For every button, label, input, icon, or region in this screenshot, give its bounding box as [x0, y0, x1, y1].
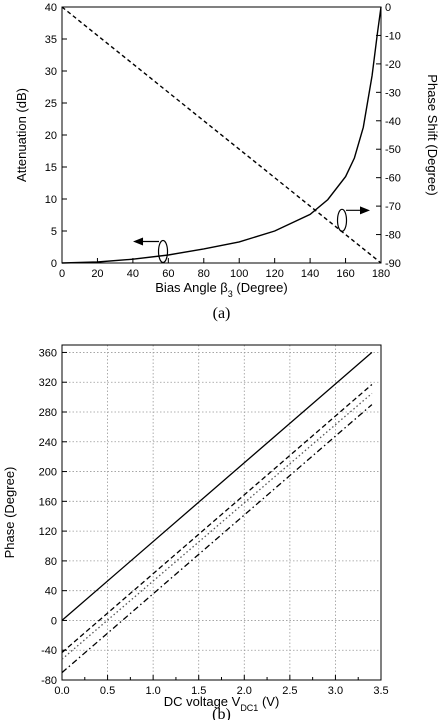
chart-b-y-tick-label: 200	[39, 467, 57, 479]
chart-b: 0.0 0.5 1.0 1.5 2.0 2.5 3.0 3.5 -80 -40 0 40 80 120 1…	[2, 344, 389, 720]
phase-line-dashed	[61, 384, 373, 653]
chart-a-y-tick-label: 15	[45, 162, 57, 174]
chart-b-y-tick-label: 40	[45, 586, 57, 598]
chart-a-x-tick-label: 180	[372, 268, 390, 280]
chart-a-y-tick-label: 20	[45, 130, 57, 142]
chart-a-caption: (a)	[213, 305, 231, 322]
chart-a-y-tick-label: 25	[45, 98, 57, 110]
chart-a-x-tick-label: 60	[162, 268, 174, 280]
chart-b-y-tick-label: -80	[41, 675, 57, 687]
chart-b-y-tick-label: 280	[39, 407, 57, 419]
chart-a-y-tick-label: 40	[45, 2, 57, 14]
attenuation-marker-ellipse	[157, 239, 169, 264]
chart-a-x-tick-label: 100	[230, 268, 248, 280]
chart-b-x-axis-label: DC voltage VDC1 (V)	[164, 694, 280, 713]
chart-a-y-axis-label: Attenuation (dB)	[14, 88, 29, 182]
chart-b-y-tick-label: 80	[45, 556, 57, 568]
chart-a-y2-tick-label: -10	[385, 30, 401, 42]
chart-a-x-tick-label: 40	[127, 268, 139, 280]
phase-line-dotted	[61, 392, 373, 660]
chart-b-y-tick-label: 160	[39, 496, 57, 508]
chart-b-grid	[61, 345, 382, 681]
chart-a-y-tick-label: 0	[51, 258, 57, 270]
phase-marker-ellipse	[336, 208, 348, 232]
chart-b-y-tick-label: -40	[41, 645, 57, 657]
chart-a-y-ticks: 0 5 10 15 20 25 30 35 40	[45, 2, 67, 270]
chart-a-y2-ticks: 0 -10 -20 -30 -40 -50 -60 -70 -80 -90	[376, 2, 401, 270]
chart-a-y2-tick-label: -90	[385, 258, 401, 270]
chart-a-x-tick-label: 20	[91, 268, 103, 280]
chart-a-y2-tick-label: -20	[385, 59, 401, 71]
chart-a-annotations	[133, 206, 371, 264]
chart-b-x-tick-label: 0.0	[54, 685, 69, 697]
phase-line-solid	[61, 351, 373, 621]
chart-a-y2-tick-label: -30	[385, 87, 401, 99]
chart-b-x-tick-label: 2.5	[282, 685, 297, 697]
chart-a-y2-tick-label: -60	[385, 173, 401, 185]
chart-a-y2-axis-label: Phase Shift (Degree)	[425, 74, 440, 195]
chart-b-series	[61, 351, 373, 674]
chart-a-y2-tick-label: -80	[385, 230, 401, 242]
phase-shift-line	[61, 6, 382, 264]
chart-b-x-tick-label: 1.5	[191, 685, 206, 697]
chart-a-x-tick-label: 120	[265, 268, 283, 280]
chart-a-x-tick-label: 0	[59, 268, 65, 280]
chart-b-caption: (b)	[212, 706, 231, 720]
phase-arrowhead-icon	[360, 206, 371, 215]
chart-a-x-ticks: 0 20 40 60 80 100 120 140 160 180	[59, 258, 390, 280]
chart-b-plot-frame	[61, 344, 382, 681]
chart-a-y-tick-label: 35	[45, 34, 57, 46]
chart-a-y2-tick-label: -70	[385, 201, 401, 213]
chart-a-x-tick-label: 80	[198, 268, 210, 280]
chart-a-y2-tick-label: -40	[385, 116, 401, 128]
chart-b-x-tick-label: 3.0	[328, 685, 343, 697]
chart-b-y-tick-label: 120	[39, 526, 57, 538]
chart-a-y-tick-label: 10	[45, 194, 57, 206]
phase-line-dashdot	[61, 404, 373, 674]
chart-b-y-tick-label: 320	[39, 377, 57, 389]
chart-b-y-axis-label: Phase (Degree)	[2, 467, 17, 559]
chart-a-x-axis-label: Bias Angle β3 (Degree)	[155, 280, 287, 299]
chart-b-y-tick-label: 240	[39, 437, 57, 449]
chart-a-series	[61, 6, 382, 264]
chart-a-y2-tick-label: 0	[385, 2, 391, 14]
chart-a-y-tick-label: 5	[51, 226, 57, 238]
attenuation-curve	[61, 6, 382, 264]
chart-b-x-tick-label: 3.5	[373, 685, 388, 697]
chart-a-y2-tick-label: -50	[385, 144, 401, 156]
chart-a: 0 20 40 60 80 100 120 140 160 180 0 5 10 15 20 25 30 35 4…	[14, 2, 440, 322]
chart-b-x-tick-label: 2.0	[237, 685, 252, 697]
chart-a-x-tick-label: 160	[336, 268, 354, 280]
chart-a-y-tick-label: 30	[45, 66, 57, 78]
attenuation-arrowhead-icon	[133, 237, 144, 246]
chart-b-x-tick-label: 1.0	[145, 685, 160, 697]
chart-b-x-ticks: 0.0 0.5 1.0 1.5 2.0 2.5 3.0 3.5	[54, 675, 389, 697]
chart-b-y-ticks: -80 -40 0 40 80 120 160 200 240 280 320 360	[39, 347, 67, 687]
chart-a-x-tick-label: 140	[301, 268, 319, 280]
chart-b-x-tick-label: 0.5	[100, 685, 115, 697]
chart-b-y-tick-label: 360	[39, 347, 57, 359]
chart-b-y-tick-label: 0	[51, 615, 57, 627]
